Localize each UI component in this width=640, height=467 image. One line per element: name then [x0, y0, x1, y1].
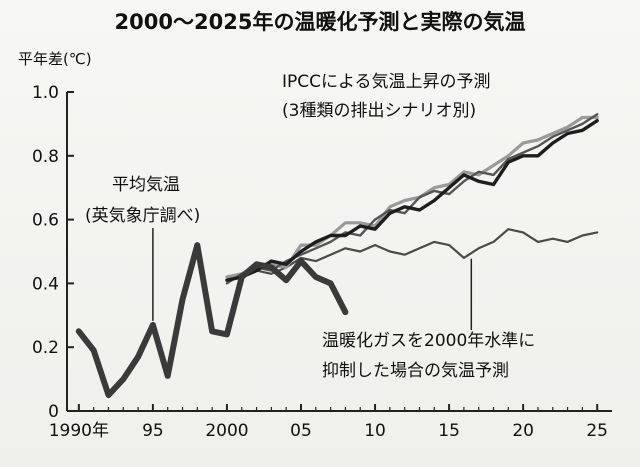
ipcc-annotation-line1: IPCCによる気温上昇の予測 — [282, 72, 491, 92]
y-tick-label: 0 — [48, 402, 59, 422]
series-line-ipcc-dark — [225, 118, 599, 282]
x-tick-label: 2000 — [205, 421, 248, 441]
ipcc-annotation-line2: (3種類の排出シナリオ別) — [282, 101, 476, 121]
series-layer — [75, 113, 599, 399]
ticks-layer: 0 0.2 0.4 0.6 0.8 1.0 1990年 95 2000 05 10 15 20 25 — [32, 83, 608, 441]
chart-title: 2000～2025年の温暖化予測と実際の気温 — [115, 10, 526, 34]
y-tick-label: 0.2 — [32, 338, 59, 358]
x-tick-label: 05 — [290, 421, 312, 441]
y-axis-label: 平年差(℃) — [18, 50, 92, 68]
x-tick-label: 20 — [512, 421, 534, 441]
observed-annotation-line1: 平均気温 — [112, 175, 180, 195]
x-tick-label: 95 — [142, 421, 164, 441]
series-line-observed — [75, 242, 349, 399]
observed-annotation-line2: (英気象庁調べ) — [85, 206, 200, 226]
y-tick-label: 0.8 — [32, 147, 59, 167]
series-line-ipcc-light — [225, 115, 599, 279]
series-line-fixed — [225, 228, 599, 282]
x-tick-label: 10 — [364, 421, 386, 441]
fixed-annotation-line2: 抑制した場合の気温予測 — [322, 361, 509, 381]
x-tick-label: 15 — [438, 421, 460, 441]
x-tick-label: 25 — [586, 421, 608, 441]
fixed-annotation-line1: 温暖化ガスを2000年水準に — [322, 331, 535, 351]
y-tick-label: 1.0 — [32, 83, 59, 103]
x-tick-label: 1990年 — [49, 421, 109, 441]
y-tick-label: 0.4 — [32, 274, 59, 294]
leader-lines — [152, 228, 473, 330]
y-tick-label: 0.6 — [32, 211, 59, 231]
